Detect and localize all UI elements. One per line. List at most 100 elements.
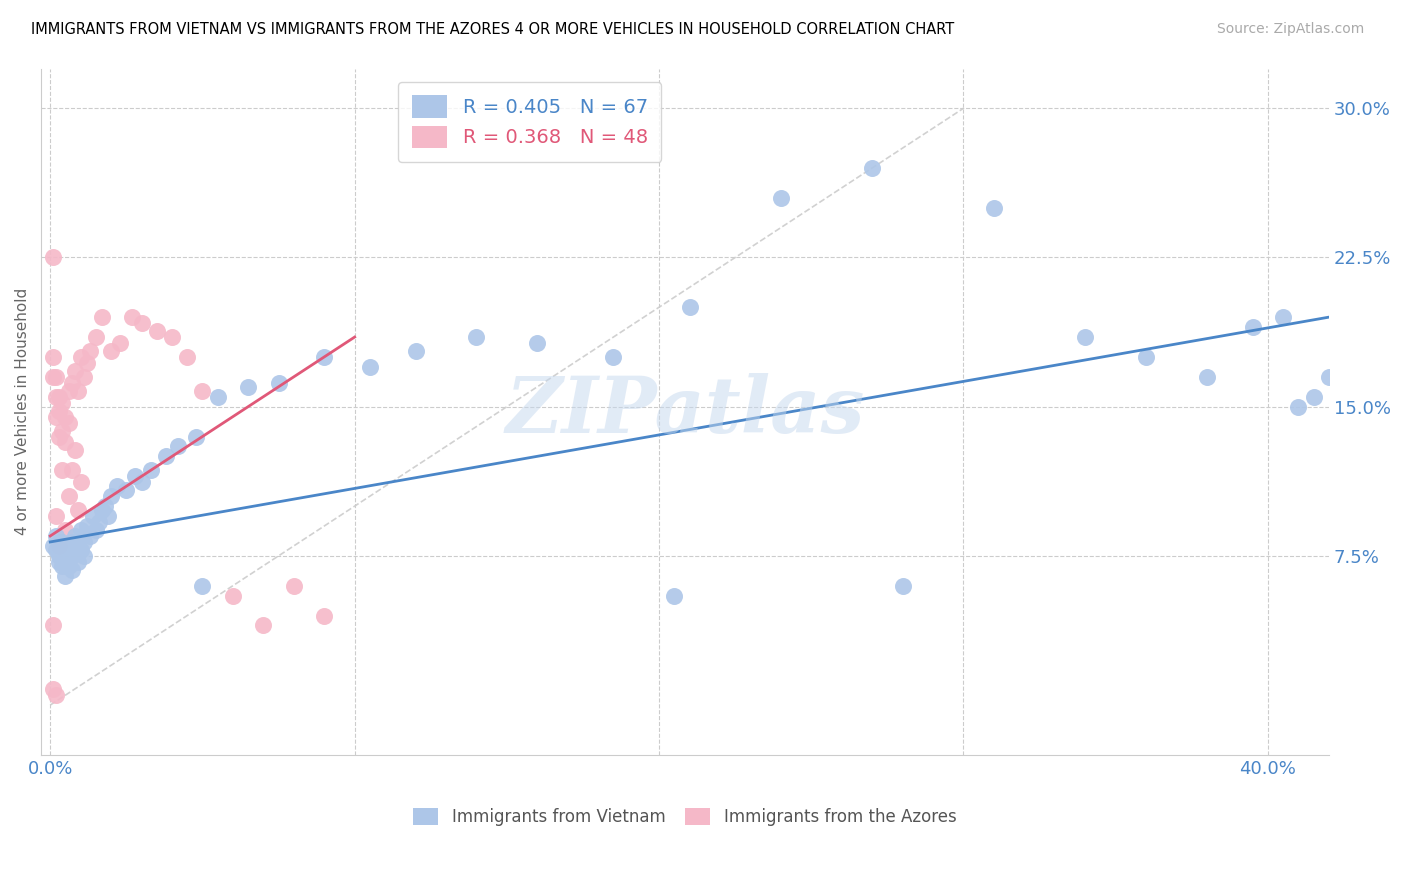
Point (76, 519, 98, 533)
Point (131, 475, 153, 490)
Text: IMMIGRANTS FROM VIETNAM VS IMMIGRANTS FROM THE AZORES 4 OR MORE VEHICLES IN HOUS: IMMIGRANTS FROM VIETNAM VS IMMIGRANTS FR… (31, 22, 955, 37)
Point (60, 549, 83, 563)
Legend: Immigrants from Vietnam, Immigrants from the Azores: Immigrants from Vietnam, Immigrants from… (406, 801, 963, 832)
Point (55, 435, 77, 450)
Point (121, 310, 143, 325)
Point (48, 403, 70, 417)
Y-axis label: 4 or more Vehicles in Household: 4 or more Vehicles in Household (15, 288, 30, 535)
Point (42, 369, 65, 384)
Point (84, 523, 107, 537)
Point (51, 558, 73, 573)
Point (769, 191, 792, 205)
Point (69, 523, 91, 537)
Point (45, 409, 67, 424)
Point (69, 475, 91, 490)
Point (55, 542, 77, 557)
Point (91, 310, 114, 325)
Point (267, 376, 290, 390)
Point (314, 350, 336, 364)
Point (191, 384, 214, 398)
Point (1317, 369, 1340, 384)
Point (983, 201, 1005, 215)
Point (48, 555, 70, 569)
Point (42, 251, 65, 265)
Point (63, 443, 86, 458)
Point (51, 424, 73, 438)
Point (73, 535, 96, 549)
Point (58, 416, 80, 430)
Text: Source: ZipAtlas.com: Source: ZipAtlas.com (1216, 22, 1364, 37)
Point (55, 409, 77, 424)
Point (359, 359, 381, 374)
Point (58, 489, 80, 503)
Point (66, 503, 89, 517)
Point (73, 369, 96, 384)
Point (48, 539, 70, 553)
Point (131, 316, 153, 330)
Point (66, 384, 89, 398)
Point (1302, 390, 1324, 404)
Point (100, 343, 122, 358)
Point (60, 376, 83, 390)
Point (87, 515, 110, 529)
Point (58, 539, 80, 553)
Point (73, 549, 96, 563)
Point (69, 542, 91, 557)
Point (42, 682, 65, 697)
Point (51, 463, 73, 477)
Point (45, 542, 67, 557)
Point (48, 390, 70, 404)
Point (100, 489, 122, 503)
Point (55, 555, 77, 569)
Point (63, 542, 86, 557)
Point (51, 395, 73, 409)
Point (82, 509, 104, 524)
Point (60, 463, 83, 477)
Point (48, 549, 70, 563)
Point (63, 364, 86, 378)
Point (55, 568, 77, 582)
Point (526, 336, 548, 351)
Point (1286, 400, 1309, 414)
Point (63, 529, 86, 543)
Point (76, 356, 98, 370)
Point (66, 555, 89, 569)
Point (48, 429, 70, 443)
Point (58, 549, 80, 563)
Point (91, 503, 114, 517)
Point (79, 529, 101, 543)
Point (45, 369, 67, 384)
Point (1272, 310, 1295, 325)
Point (51, 535, 73, 549)
Point (155, 450, 177, 464)
Point (465, 330, 488, 344)
Point (42, 539, 65, 553)
Point (1135, 350, 1157, 364)
Point (84, 330, 107, 344)
Point (58, 384, 80, 398)
Point (146, 324, 169, 338)
Point (664, 589, 686, 603)
Point (860, 161, 883, 175)
Point (42, 618, 65, 632)
Point (45, 509, 67, 524)
Point (55, 523, 77, 537)
Point (60, 563, 83, 577)
Point (602, 350, 624, 364)
Point (678, 300, 700, 314)
Point (207, 390, 229, 404)
Point (97, 509, 120, 524)
Point (176, 350, 198, 364)
Point (45, 390, 67, 404)
Point (94, 499, 117, 513)
Point (252, 618, 274, 632)
Point (124, 469, 146, 483)
Point (222, 589, 245, 603)
Text: ZIPatlas: ZIPatlas (505, 374, 865, 450)
Point (69, 350, 91, 364)
Point (45, 529, 67, 543)
Point (79, 343, 101, 358)
Point (139, 463, 162, 477)
Point (314, 608, 336, 623)
Point (236, 380, 259, 394)
